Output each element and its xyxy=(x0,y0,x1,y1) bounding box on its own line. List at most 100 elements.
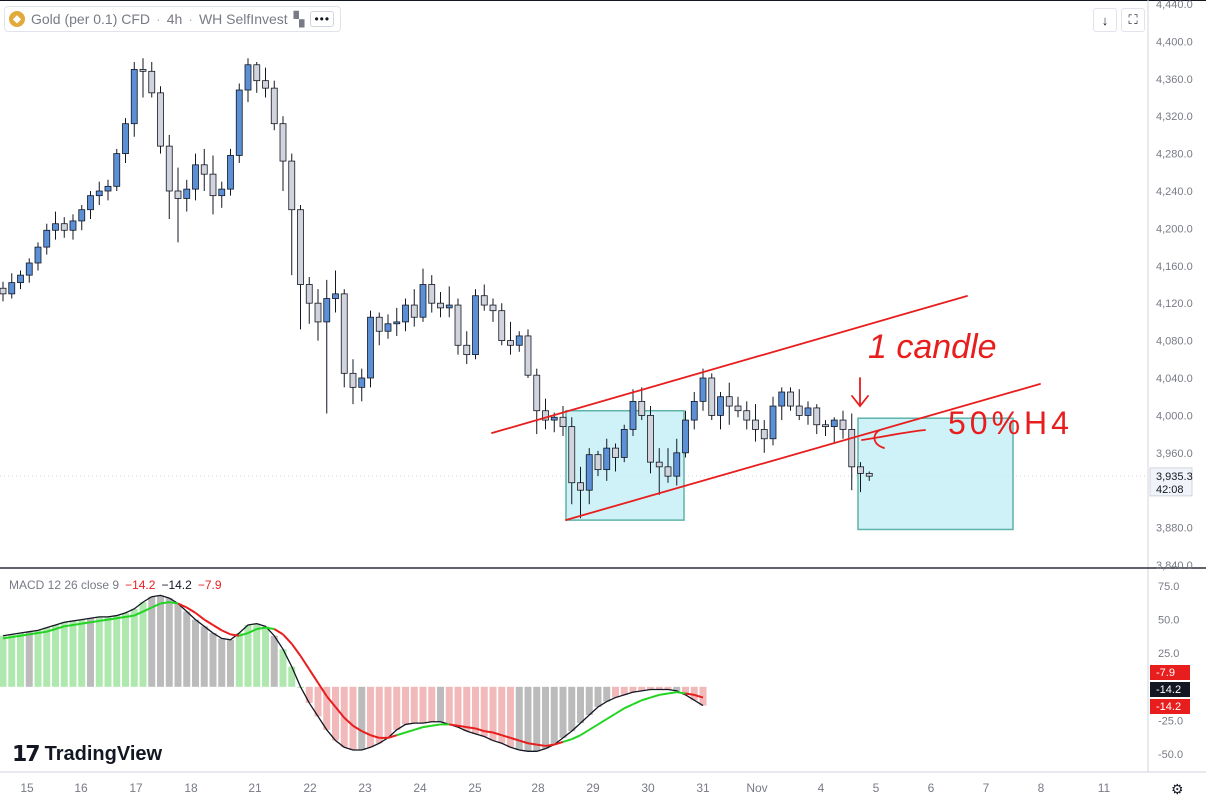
candle-body xyxy=(778,391,786,407)
macd-hist-bar xyxy=(78,619,86,687)
candle-body xyxy=(270,87,278,125)
signal-line-segment xyxy=(133,610,144,617)
signal-line-segment xyxy=(659,692,669,696)
macd-hist-bar xyxy=(25,631,33,687)
flag-icon[interactable]: ▚ xyxy=(293,10,305,27)
settings-gear-icon[interactable]: ⚙ xyxy=(1171,781,1184,797)
candle-body xyxy=(183,188,191,199)
price-tick-label: 3,960.0 xyxy=(1156,448,1193,460)
macd-hist-bar xyxy=(489,686,497,741)
candle-body xyxy=(340,293,348,374)
time-tick-label: 18 xyxy=(184,781,198,795)
candle-body xyxy=(550,416,558,421)
macd-hist-bar xyxy=(664,686,672,690)
price-tick-label: 4,440.0 xyxy=(1156,0,1193,11)
time-tick-label: 23 xyxy=(358,781,372,795)
candle-body xyxy=(87,195,94,211)
candle-body xyxy=(664,466,672,477)
macd-hist-bar xyxy=(699,686,707,706)
candle-body xyxy=(682,419,689,454)
signal-line-segment xyxy=(90,619,100,624)
signal-line-segment xyxy=(343,716,354,727)
macd-hist-bar xyxy=(480,686,488,737)
candle-body xyxy=(139,69,147,72)
signal-line-segment xyxy=(579,728,590,737)
price-tick-label: 3,840.0 xyxy=(1156,560,1193,572)
time-tick-label: 11 xyxy=(1098,781,1111,795)
signal-line-segment xyxy=(160,601,170,605)
interval-label[interactable]: 4h xyxy=(166,11,183,27)
candle-body xyxy=(559,416,567,428)
signal-line-segment xyxy=(492,731,503,737)
signal-line-segment xyxy=(194,612,205,621)
signal-line-segment xyxy=(475,727,485,733)
price-tick-label: 4,320.0 xyxy=(1156,111,1193,123)
candle-body xyxy=(43,229,51,248)
macd-hist-bar xyxy=(60,622,68,687)
candle-body xyxy=(384,323,392,332)
candle-body xyxy=(507,340,514,346)
candle-body xyxy=(52,223,59,231)
signal-line-segment xyxy=(265,626,275,630)
last-price-badge xyxy=(1149,467,1193,497)
macd-hist-bar xyxy=(183,611,191,687)
macd-hist-bar xyxy=(148,596,156,687)
tradingview-logo[interactable]: 𝟭𝟳 TradingView xyxy=(12,741,162,767)
candle-body xyxy=(332,293,339,299)
candles xyxy=(0,58,873,519)
macd-hist-bar xyxy=(638,686,646,691)
gold-coin-icon: ◆ xyxy=(9,11,25,27)
candle-body xyxy=(393,321,401,325)
candle-body xyxy=(314,302,322,323)
macd-hist-bar xyxy=(612,686,619,698)
candle-body xyxy=(279,123,287,162)
macd-hist-bar xyxy=(358,686,366,750)
symbol-header[interactable]: ◆ Gold (per 0.1) CFD · 4h · WH SelfInves… xyxy=(4,6,342,32)
macd-hist-bar xyxy=(244,624,252,687)
macd-hist-bar xyxy=(515,686,523,750)
macd-legend[interactable]: MACD 12 26 close 9 −14.2 −14.2 −7.9 xyxy=(9,578,222,592)
left-arrow-drawing xyxy=(861,429,926,449)
candle-body xyxy=(323,298,331,323)
candle-body xyxy=(804,407,812,416)
candle-body xyxy=(612,447,619,458)
signal-line-segment xyxy=(151,602,161,609)
macd-hist-bar xyxy=(568,686,576,732)
macd-hist-bar xyxy=(8,634,16,687)
signal-line-segment xyxy=(299,655,311,670)
macd-pane xyxy=(0,594,707,752)
macd-badge-label: -14.2 xyxy=(1156,701,1181,713)
arrow-down-icon[interactable]: ↓ xyxy=(1093,8,1117,32)
macd-hist-bar xyxy=(165,598,173,687)
signal-line-segment xyxy=(125,614,135,618)
signal-line-segment xyxy=(99,618,109,622)
candle-body xyxy=(463,344,471,356)
candle-body xyxy=(78,209,86,222)
signal-line-segment xyxy=(484,730,494,734)
macd-hist-bar xyxy=(130,608,138,687)
signal-line-segment xyxy=(81,621,91,625)
fullscreen-icon[interactable]: ⛶ xyxy=(1121,8,1145,32)
macd-hist-bar xyxy=(305,686,313,703)
tradingview-icon: 𝟭𝟳 xyxy=(12,741,41,766)
signal-line-segment xyxy=(588,723,599,731)
candle-body xyxy=(200,164,208,175)
signal-line-segment xyxy=(64,623,74,628)
signal-line-segment xyxy=(334,706,346,719)
candle-body xyxy=(515,335,523,346)
candle-body xyxy=(402,304,409,323)
macd-badge-label: -14.2 xyxy=(1156,684,1181,696)
price-tick-label: 4,160.0 xyxy=(1156,261,1193,273)
candle-body xyxy=(367,316,374,379)
more-options-button[interactable]: ••• xyxy=(310,11,335,27)
candle-body xyxy=(577,482,584,491)
time-tick-label: 22 xyxy=(303,781,317,795)
candle-body xyxy=(568,426,576,484)
macd-axis: 75.0 50.0 25.0 -25.0 -50.0 -7.9 -14.2 -14.2 xyxy=(1150,581,1190,761)
candle-body xyxy=(489,304,497,312)
macd-hist-bar xyxy=(577,686,584,724)
signal-line-segment xyxy=(614,707,625,715)
brand-name: TradingView xyxy=(44,742,163,765)
candle-body xyxy=(130,69,138,125)
